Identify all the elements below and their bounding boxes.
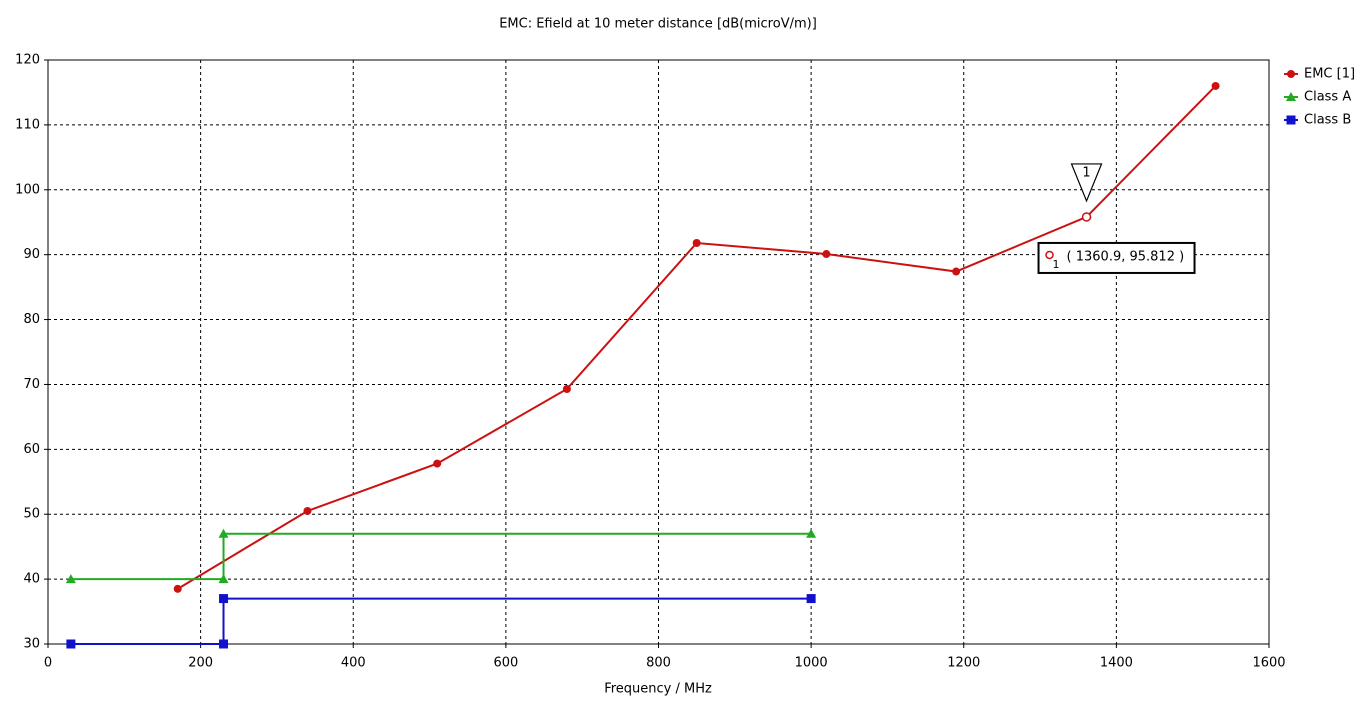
y-tick-label: 40 (23, 572, 40, 587)
y-tick-label: 120 (15, 53, 40, 68)
point (303, 506, 312, 515)
y-tick-label: 100 (15, 182, 40, 197)
point (806, 528, 817, 538)
point (433, 459, 442, 468)
y-tick-label: 70 (23, 377, 40, 392)
x-tick-label: 1000 (795, 656, 828, 671)
x-tick-label: 1200 (947, 656, 980, 671)
series-line (70, 532, 812, 581)
point (219, 639, 229, 649)
marker-icon (1045, 250, 1054, 260)
x-tick-label: 800 (646, 656, 671, 671)
x-tick-label: 1400 (1100, 656, 1133, 671)
legend-label: EMC [1] (1304, 67, 1355, 82)
point (66, 639, 76, 649)
y-tick-label: 110 (15, 117, 40, 132)
x-axis-label: Frequency / MHz (604, 682, 712, 697)
marker-id: 1 (1082, 165, 1090, 180)
point (1286, 115, 1296, 125)
x-tick-label: 600 (493, 656, 518, 671)
point (1211, 81, 1220, 90)
y-tick-label: 80 (23, 312, 40, 327)
point (65, 574, 76, 584)
x-tick-label: 1600 (1252, 656, 1285, 671)
point (218, 574, 229, 584)
legend-label: Class B (1304, 113, 1351, 128)
legend-label: Class A (1304, 90, 1351, 105)
marker-label: ( 1360.9, 95.812 ) (1067, 249, 1185, 264)
y-tick-label: 50 (23, 507, 40, 522)
point (1081, 212, 1092, 222)
marker-icon-id: 1 (1053, 258, 1060, 271)
point (1286, 92, 1296, 101)
marker-box (1037, 241, 1196, 274)
point (219, 594, 229, 604)
point (952, 267, 961, 276)
series-line (70, 597, 812, 645)
point (692, 238, 701, 247)
y-tick-label: 30 (23, 637, 40, 652)
point (562, 384, 571, 393)
x-tick-label: 200 (188, 656, 213, 671)
y-tick-label: 60 (23, 442, 40, 457)
chart-title: EMC: Efield at 10 meter distance [dB(mic… (499, 17, 817, 32)
marker-flag (1070, 163, 1103, 203)
point (1287, 70, 1295, 78)
y-tick-label: 90 (23, 247, 40, 262)
x-tick-label: 400 (341, 656, 366, 671)
point (173, 584, 182, 593)
point (806, 594, 816, 604)
x-tick-label: 0 (44, 656, 52, 671)
point (218, 528, 229, 538)
point (822, 250, 831, 259)
